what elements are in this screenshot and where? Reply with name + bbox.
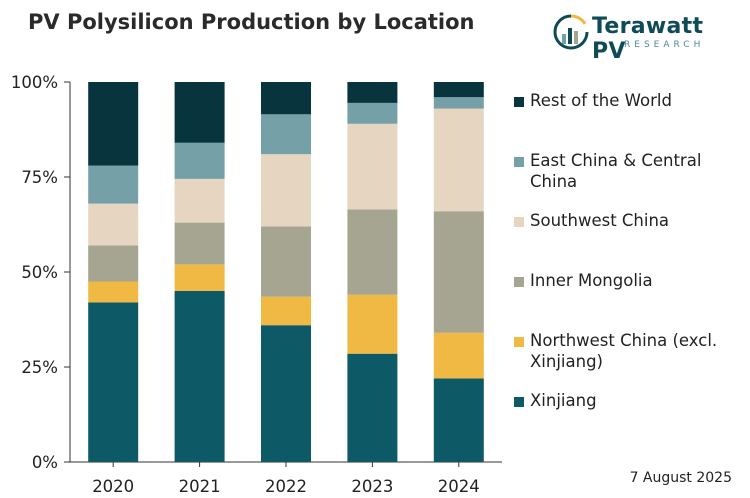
bar-segment (433, 332, 484, 379)
bar-segment (261, 226, 311, 297)
bar-segment (261, 154, 311, 227)
publication-date: 7 August 2025 (629, 470, 732, 486)
bar-segment (433, 97, 484, 109)
bar-segment (347, 123, 398, 210)
x-tick-label: 2021 (179, 477, 221, 496)
legend-swatch (514, 157, 524, 167)
bar-segment (261, 296, 311, 326)
bar-segment (261, 114, 311, 155)
bar-segment (433, 108, 484, 212)
bar-segment (347, 353, 398, 462)
legend-swatch (514, 397, 524, 407)
bar-segment (174, 264, 225, 291)
bar-segment (88, 245, 139, 282)
logo-subtitle: RESEARCH (624, 40, 705, 50)
bar-segment (174, 178, 225, 223)
logo-name: Terawatt PV (592, 14, 704, 64)
bar-segment (347, 102, 398, 124)
legend-label: Northwest China (excl. Xinjiang) (530, 331, 718, 371)
bar-segment (433, 378, 484, 462)
y-tick-label: 0% (32, 453, 58, 472)
bar-segment (174, 222, 225, 265)
y-tick-label: 75% (21, 168, 58, 187)
legend-swatch (514, 217, 524, 227)
legend-label: Inner Mongolia (530, 271, 653, 290)
bar-segment (88, 302, 139, 462)
legend-label: Rest of the World (530, 91, 672, 110)
legend-swatch (514, 337, 524, 347)
legend-label: Xinjiang (530, 391, 597, 410)
chart-title: PV Polysilicon Production by Location (28, 10, 475, 34)
bar-segment (174, 82, 225, 143)
bar-segment (261, 82, 311, 115)
bar-segment (347, 294, 398, 354)
bar-segment (347, 209, 398, 295)
x-tick-label: 2024 (438, 477, 480, 496)
company-logo: Terawatt PV RESEARCH (552, 12, 742, 64)
bar-segment (433, 211, 484, 333)
y-tick-label: 25% (21, 358, 58, 377)
legend-swatch (514, 277, 524, 287)
bar-segment (88, 82, 139, 166)
x-tick-label: 2020 (92, 477, 134, 496)
y-tick-label: 100% (11, 73, 58, 92)
bar-segment (433, 82, 484, 98)
legend-label: Southwest China (530, 211, 670, 230)
bar-segment (347, 82, 398, 103)
logo-mark-icon (553, 14, 589, 50)
bar-segment (88, 203, 139, 246)
bar-segment (174, 291, 225, 462)
bar-segment (88, 281, 139, 303)
x-tick-label: 2022 (265, 477, 307, 496)
bar-segment (88, 165, 139, 204)
bar-segment (261, 325, 311, 462)
legend-label: East China & Central China (530, 151, 702, 191)
y-tick-label: 50% (21, 263, 58, 282)
bar-segment (174, 142, 225, 179)
x-tick-label: 2023 (351, 477, 393, 496)
legend-swatch (514, 97, 524, 107)
